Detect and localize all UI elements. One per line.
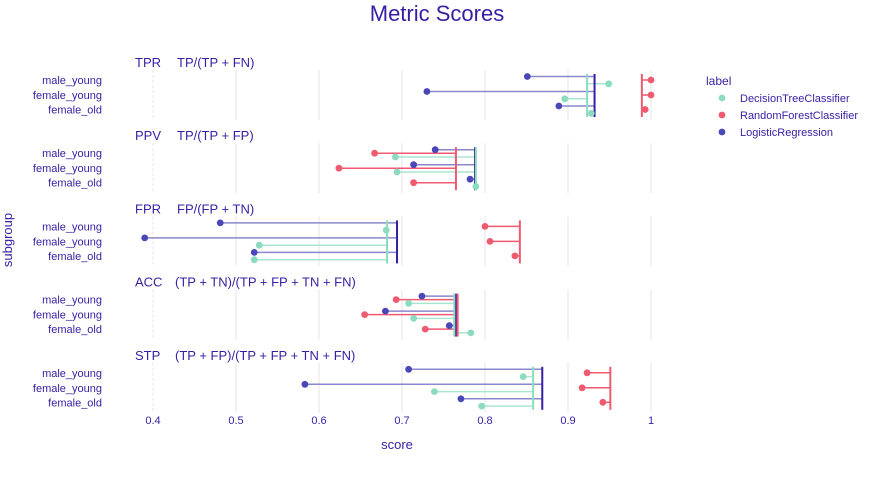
point-DecisionTreeClassifier-female_young[interactable] [255,241,263,249]
subgroup-tick-label: female_old [48,178,102,190]
point-RandomForestClassifier-female_old[interactable] [410,179,418,187]
panel-acc: ACC (TP + TN)/(TP + FP + TN + FN) male_you… [33,275,652,340]
panel-metric: STP [135,348,160,363]
panel-fpr: FPR FP/(FP + TN) male_young female_youngfem… [33,201,652,267]
point-LogisticRegression-male_young[interactable] [216,219,224,227]
x-tick-label: 0.7 [394,415,409,427]
point-DecisionTreeClassifier-male_young[interactable] [605,80,613,88]
point-LogisticRegression-female_young[interactable] [410,161,418,169]
x-tick-label: 0.5 [228,415,243,427]
x-axis-label: score [381,437,413,452]
panel-tpr: TPR TP/(TP + FN) male_young female_youngfem… [33,55,655,120]
subgroup-tick-label: female_old [48,251,102,263]
subgroup-tick-label: male_young [42,221,102,233]
point-RandomForestClassifier-female_old[interactable] [641,106,649,113]
legend: label DecisionTreeClassifier RandomForest… [706,74,858,139]
subgroup-tick-label: male_young [42,295,102,307]
panel-formula: TP/(TP + FN) [177,55,254,70]
point-DecisionTreeClassifier-female_old[interactable] [250,256,258,264]
point-RandomForestClassifier-female_old[interactable] [599,398,607,406]
point-DecisionTreeClassifier-female_young[interactable] [410,315,418,322]
point-RandomForestClassifier-male_young[interactable] [481,223,489,230]
panel-formula: (TP + FP)/(TP + FP + TN + FN) [175,348,355,363]
point-LogisticRegression-female_young[interactable] [141,234,149,242]
point-LogisticRegression-male_young[interactable] [418,292,426,300]
panel-metric: ACC [135,275,162,290]
point-DecisionTreeClassifier-female_young[interactable] [430,388,438,395]
subgroup-tick-label: female_young [33,383,102,395]
point-LogisticRegression-female_old[interactable] [445,322,453,329]
point-LogisticRegression-female_old[interactable] [250,249,258,256]
subgroup-tick-label: female_old [48,397,102,409]
x-tick-label: 0.6 [311,415,326,427]
point-RandomForestClassifier-female_old[interactable] [511,252,519,260]
point-LogisticRegression-male_young[interactable] [431,146,439,154]
point-DecisionTreeClassifier-female_old[interactable] [587,109,595,117]
point-RandomForestClassifier-female_old[interactable] [421,325,429,333]
subgroup-tick-label: female_old [48,324,102,336]
panel-stp: STP (TP + FP)/(TP + FP + TN + FN) male_you… [33,348,652,413]
subgroup-tick-label: female_young [33,236,102,248]
point-LogisticRegression-female_old[interactable] [466,175,474,183]
panel-formula: (TP + TN)/(TP + FP + TN + FN) [175,275,356,290]
point-RandomForestClassifier-male_young[interactable] [647,76,655,84]
point-LogisticRegression-female_young[interactable] [423,88,431,95]
subgroup-tick-label: male_young [42,148,102,160]
point-RandomForestClassifier-male_young[interactable] [583,369,591,377]
subgroup-tick-label: female_young [33,90,102,102]
point-DecisionTreeClassifier-female_young[interactable] [561,95,569,103]
point-LogisticRegression-male_young[interactable] [523,73,531,80]
legend-marker[interactable] [718,111,726,119]
legend-title: label [706,74,731,88]
point-DecisionTreeClassifier-female_old[interactable] [478,402,486,410]
point-DecisionTreeClassifier-male_young[interactable] [391,153,399,161]
legend-marker[interactable] [718,94,726,102]
y-axis-label: subgroup [0,213,15,267]
point-DecisionTreeClassifier-male_young[interactable] [405,300,413,307]
point-RandomForestClassifier-female_young[interactable] [647,91,655,99]
legend-item-label[interactable]: LogisticRegression [740,127,833,139]
point-RandomForestClassifier-female_young[interactable] [578,384,586,392]
point-LogisticRegression-female_young[interactable] [301,380,309,388]
x-tick-label: 0.9 [560,415,575,427]
panel-metric: FPR [135,201,161,216]
point-RandomForestClassifier-male_young[interactable] [392,296,400,303]
chart-title: Metric Scores [370,1,504,26]
point-LogisticRegression-female_old[interactable] [555,102,563,110]
point-DecisionTreeClassifier-female_old[interactable] [472,183,480,190]
panel-ppv: PPV TP/(TP + FP) male_young female_youngfem… [33,128,652,194]
point-RandomForestClassifier-female_young[interactable] [361,311,369,318]
subgroup-tick-label: female_old [48,105,102,117]
point-LogisticRegression-female_old[interactable] [457,395,465,403]
legend-item-label[interactable]: DecisionTreeClassifier [740,93,850,105]
subgroup-tick-label: male_young [42,368,102,380]
point-DecisionTreeClassifier-male_young[interactable] [519,373,527,380]
panel-formula: TP/(TP + FP) [177,128,254,143]
point-LogisticRegression-female_young[interactable] [382,307,389,315]
point-RandomForestClassifier-female_young[interactable] [486,238,494,245]
subgroup-tick-label: male_young [42,75,102,87]
point-DecisionTreeClassifier-male_young[interactable] [382,226,390,234]
point-LogisticRegression-male_young[interactable] [405,365,413,373]
panel-metric: TPR [135,55,161,70]
point-DecisionTreeClassifier-female_old[interactable] [467,329,475,337]
legend-item-label[interactable]: RandomForestClassifier [740,110,858,122]
x-tick-label: 0.8 [477,415,492,427]
panel-formula: FP/(FP + TN) [177,201,254,216]
point-RandomForestClassifier-female_young[interactable] [335,164,343,172]
legend-marker[interactable] [718,128,726,136]
subgroup-tick-label: female_young [33,310,102,322]
x-tick-label: 1 [648,415,654,427]
point-RandomForestClassifier-male_young[interactable] [371,149,379,157]
x-tick-label: 0.4 [145,415,160,427]
subgroup-tick-label: female_young [33,163,102,175]
panel-metric: PPV [135,128,161,143]
point-DecisionTreeClassifier-female_young[interactable] [393,168,401,176]
